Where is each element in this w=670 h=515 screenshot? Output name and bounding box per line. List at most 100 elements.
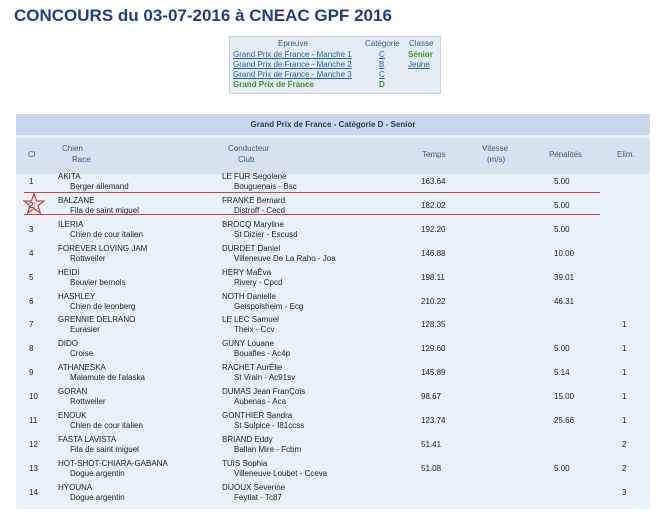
- row-rank: 10: [29, 392, 38, 402]
- row-penalites: 5.00: [554, 224, 570, 234]
- row-club: Rivery - Cpcd: [234, 277, 283, 287]
- row-chien: FOREVER LOVING JAM: [58, 243, 148, 253]
- row-conducteur: FRANKE Bernard: [222, 195, 286, 205]
- row-race: Rottweiler: [70, 253, 106, 263]
- row-club: Bouafles - Ac4p: [234, 349, 291, 359]
- row-chien: ATHANESKA: [58, 363, 106, 373]
- table-row: 5 HEIDI Bouvier bernois HERY MaËva Rivery - …: [16, 267, 650, 289]
- row-club: Geispolsheim - Ecg: [234, 301, 304, 311]
- col-elim: Elim.: [617, 150, 635, 159]
- row-rank: 5: [29, 272, 34, 282]
- table-row: 1 AKITA Berger allemand LE FUR Segolene Boug…: [16, 171, 650, 193]
- col-vitesse: Vitesse: [482, 144, 509, 153]
- row-race: Rottweiler: [70, 397, 106, 407]
- row-elim: 1: [622, 368, 627, 378]
- row-chien: HYOUNA: [58, 482, 93, 492]
- categorie-link[interactable]: C: [379, 70, 385, 79]
- row-penalites: 39.01: [554, 272, 575, 282]
- row-penalites: 5.00: [554, 344, 570, 354]
- star-icon: 2: [23, 193, 45, 215]
- row-race: Chien de cour italien: [70, 421, 143, 430]
- row-rank: 7: [29, 320, 34, 330]
- epreuve-link-manche-3[interactable]: Grand Prix de France - Manche 3: [233, 70, 352, 79]
- row-temps: 51.08: [421, 463, 442, 473]
- row-club: Aubenas - Aca: [234, 397, 287, 407]
- row-race: Chien de cour italien: [70, 229, 143, 239]
- epreuve-link-manche-2[interactable]: Grand Prix de France - Manche 2: [233, 60, 352, 69]
- row-race: Croise: [70, 349, 94, 359]
- table-row: 14 HYOUNA Dogue argentin DIJOUX Severine Fey…: [16, 482, 650, 504]
- row-penalites: 5.14: [554, 368, 570, 378]
- row-race: Fila de saint miguel: [70, 444, 139, 454]
- table-row: 10 GORAN Rottweiler DUMAS Jean FranÇois Aube…: [16, 386, 650, 408]
- epreuve-row: Grand Prix de France - Manche 3 C: [230, 70, 440, 80]
- highlight-line-bottom: [24, 214, 600, 215]
- row-rank: 9: [29, 368, 34, 378]
- row-penalites: 5.00: [554, 200, 570, 210]
- row-race: Chien de leonberg: [70, 301, 136, 311]
- col-club: Club: [238, 155, 255, 164]
- table-row: 3 ILERIA Chien de cour italien BROCQ Maryli…: [16, 219, 650, 241]
- page-title: CONCOURS du 03-07-2016 à CNEAC GPF 2016: [14, 6, 392, 25]
- row-temps: 145.89: [421, 368, 446, 378]
- table-row: 11 ENOUK Chien de cour italien GONTHIER San…: [16, 410, 650, 432]
- results-table-title: Grand Prix de France - Catégorie D - Sen…: [16, 114, 650, 135]
- row-penalites: 46.31: [554, 296, 575, 306]
- classe-header: Classe: [409, 39, 434, 48]
- row-conducteur: TUIS Sophia: [222, 458, 268, 468]
- row-conducteur: DIJOUX Severine: [222, 482, 286, 492]
- row-conducteur: DURDET Daniel: [222, 243, 281, 253]
- row-chien: ENOUK: [58, 411, 87, 420]
- row-rank: 13: [29, 463, 38, 473]
- col-race: Race: [72, 155, 91, 164]
- row-club: Villeneuve De La Raho - Joa: [234, 253, 336, 263]
- categorie-link[interactable]: C: [379, 50, 385, 59]
- table-row: 4 FOREVER LOVING JAM Rottweiler DURDET Dani…: [16, 243, 650, 265]
- classe-link-jeune[interactable]: Jeune: [408, 60, 430, 69]
- row-club: Distroff - Cecd: [234, 205, 285, 215]
- row-conducteur: LE LEC Samuel: [222, 315, 279, 325]
- highlight-line-top: [24, 192, 600, 193]
- table-row: 6 HASHLEY Chien de leonberg NOTH Danielle Ge…: [16, 291, 650, 313]
- categorie-link[interactable]: B: [379, 60, 385, 69]
- epreuve-link-manche-1[interactable]: Grand Prix de France - Manche 1: [233, 50, 352, 59]
- row-rank: 4: [29, 248, 34, 258]
- row-chien: DIDO: [58, 339, 78, 349]
- table-row: 9 ATHANESKA Malamute de l'alaska RACHET Aur…: [16, 362, 650, 384]
- row-elim: 1: [622, 320, 627, 330]
- row-elim: 2: [622, 439, 627, 449]
- row-chien: GORAN: [58, 387, 88, 397]
- epreuve-row: Grand Prix de France - Manche 1 C Sénior: [230, 50, 440, 60]
- epreuve-row-current: Grand Prix de France D: [230, 80, 440, 90]
- row-chien: AKITA: [58, 172, 81, 181]
- row-club: Ballan Mire - Fcbm: [234, 444, 302, 454]
- row-penalites: 25.66: [554, 416, 575, 425]
- col-penalites: Pénalités: [549, 150, 582, 159]
- row-elim: 1: [622, 344, 627, 354]
- row-rank: 12: [29, 439, 38, 449]
- row-rank: 3: [29, 224, 34, 234]
- results-table-header: Cl Chien Race Conducteur Club Temps Vite…: [16, 138, 650, 174]
- row-conducteur: LE FUR Segolene: [222, 172, 287, 181]
- row-conducteur: BROCQ Maryline: [222, 219, 284, 229]
- results-table: Grand Prix de France - Catégorie D - Sen…: [16, 114, 650, 509]
- row-chien: HASHLEY: [58, 291, 96, 301]
- row-elim: 1: [622, 416, 627, 425]
- row-temps: 51.41: [421, 439, 442, 449]
- row-conducteur: NOTH Danielle: [222, 291, 276, 301]
- categorie-current: D: [379, 80, 385, 89]
- row-temps: 182.02: [421, 200, 446, 210]
- row-race: Dogue argentin: [70, 468, 125, 478]
- row-chien: FASTA LAVISTA: [58, 434, 117, 444]
- row-temps: 192.20: [421, 224, 446, 234]
- epreuve-header: Epreuve: [278, 39, 308, 48]
- row-temps: 128.35: [421, 320, 446, 330]
- row-race: Berger allemand: [70, 182, 129, 191]
- row-elim: 2: [622, 463, 627, 473]
- row-temps: 129.60: [421, 344, 446, 354]
- row-temps: 163.64: [421, 177, 446, 186]
- row-temps: 210.22: [421, 296, 446, 306]
- row-penalites: 15.00: [554, 392, 575, 402]
- row-rank: 1: [29, 177, 34, 186]
- row-penalites: 5.00: [554, 177, 570, 186]
